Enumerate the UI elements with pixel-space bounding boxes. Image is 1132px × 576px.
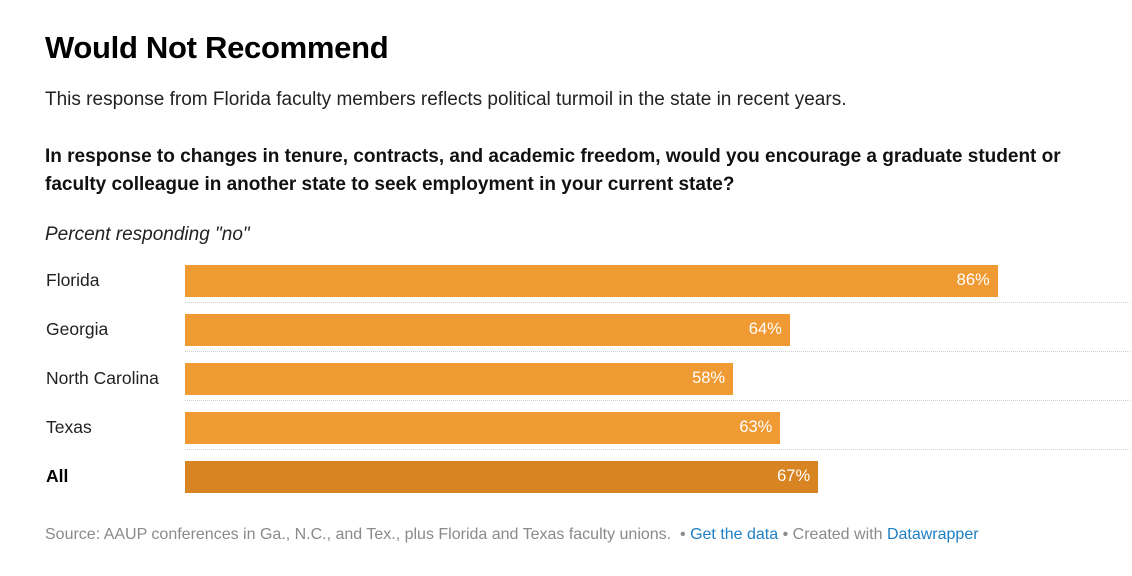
source-note: Source: AAUP conferences in Ga., N.C., a… [45, 526, 672, 543]
category-label: Texas [46, 417, 92, 437]
category-label: Florida [46, 270, 100, 290]
bar-track: 63% [185, 412, 1130, 444]
footer-separator: • [782, 526, 789, 543]
value-label: 58% [692, 369, 726, 387]
bar: 63% [185, 412, 781, 444]
value-label: 67% [777, 467, 811, 485]
bar-row: All 67% [45, 459, 1130, 494]
bar: 86% [185, 265, 998, 297]
value-label: 63% [739, 418, 773, 436]
chart-note: Percent responding "no" [45, 224, 250, 245]
bar-row: Texas 63% [45, 410, 1130, 450]
category-label: North Carolina [46, 368, 159, 388]
chart-footer: Source: AAUP conferences in Ga., N.C., a… [45, 526, 979, 544]
value-label: 64% [748, 320, 782, 338]
get-the-data-link[interactable]: Get the data [690, 526, 779, 543]
chart-title: Would Not Recommend [45, 30, 389, 65]
bar-chart: Florida 86% Georgia 64% North Carolina 58% Tex… [45, 263, 1130, 498]
row-divider [185, 449, 1130, 450]
bar: 64% [185, 314, 790, 346]
created-with-text: Created with [792, 526, 883, 543]
bar-row: North Carolina 58% [45, 361, 1130, 401]
row-divider [185, 302, 1130, 303]
value-label: 86% [956, 271, 990, 289]
bar-track: 64% [185, 314, 1130, 346]
bar: 67% [185, 461, 819, 493]
row-divider [185, 400, 1130, 401]
category-label: All [46, 466, 69, 486]
row-divider [185, 351, 1130, 352]
bar-track: 58% [185, 363, 1130, 395]
chart-subtitle: This response from Florida faculty membe… [45, 89, 847, 110]
datawrapper-link[interactable]: Datawrapper [886, 526, 979, 543]
footer-separator: • [680, 526, 686, 543]
bar-row: Florida 86% [45, 263, 1130, 303]
category-label: Georgia [46, 319, 109, 339]
bar-track: 86% [185, 265, 1130, 297]
bar-track: 67% [185, 461, 1130, 493]
bar-row: Georgia 64% [45, 312, 1130, 352]
survey-question: In response to changes in tenure, contra… [45, 146, 1061, 195]
bar: 58% [185, 363, 734, 395]
